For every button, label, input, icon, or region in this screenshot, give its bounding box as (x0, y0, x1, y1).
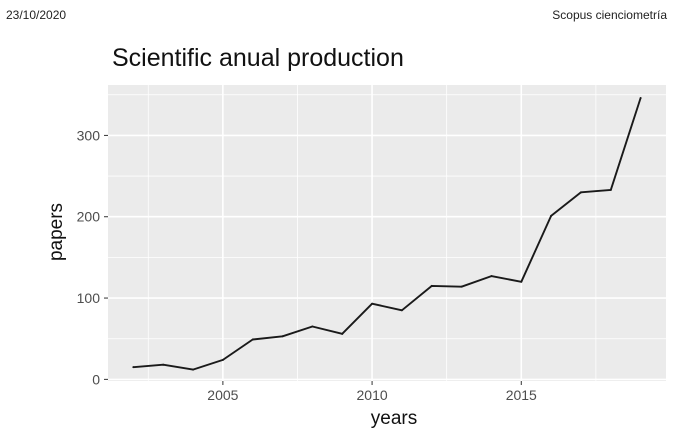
data-point (251, 338, 254, 341)
data-point (400, 309, 403, 312)
data-point (579, 191, 582, 194)
x-tick-label: 2015 (506, 387, 537, 403)
data-point (639, 97, 642, 100)
data-point (341, 332, 344, 335)
y-axis: 0 100 200 300 (77, 127, 108, 387)
data-point (162, 363, 165, 366)
chart-title: Scientific anual production (112, 44, 404, 72)
y-tick-label: 200 (77, 209, 101, 225)
header-source: Scopus cienciometría (552, 8, 667, 22)
data-point (281, 335, 284, 338)
data-point (490, 275, 493, 278)
y-tick-label: 300 (77, 127, 101, 143)
data-point (371, 302, 374, 305)
header-date: 23/10/2020 (6, 8, 67, 22)
plot-panel (108, 85, 666, 381)
data-point (609, 188, 612, 191)
series-line (133, 97, 642, 371)
y-tick-label: 100 (77, 290, 101, 306)
data-point (550, 214, 553, 217)
data-point (520, 280, 523, 283)
x-tick-label: 2010 (357, 387, 388, 403)
x-tick-label: 2005 (207, 387, 238, 403)
data-point (221, 358, 224, 361)
major-gridlines (108, 85, 666, 381)
y-tick-label: 0 (92, 371, 100, 387)
series-layer (132, 97, 642, 371)
data-point (192, 368, 195, 371)
data-point (132, 366, 135, 369)
data-point (460, 285, 463, 288)
x-axis-title: years (371, 408, 417, 429)
y-axis-title: papers (46, 203, 67, 261)
x-axis: 2005 2010 2015 (207, 381, 537, 403)
data-point (430, 284, 433, 287)
data-point (311, 325, 314, 328)
